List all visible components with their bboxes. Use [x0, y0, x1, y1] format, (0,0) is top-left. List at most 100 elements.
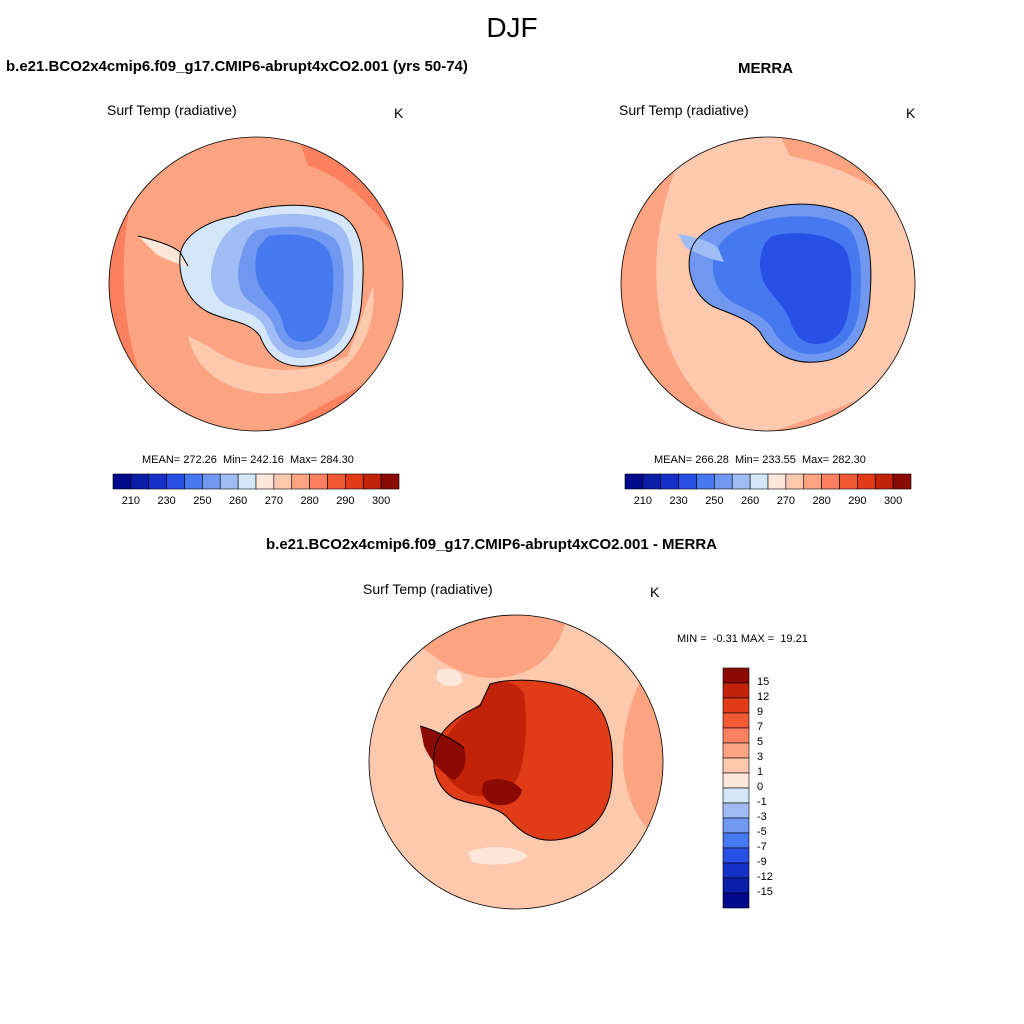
left-colorbar-svg — [112, 473, 400, 490]
left-colorbar-tick-label: 260 — [228, 495, 248, 507]
right-colorbar-swatch — [714, 473, 733, 490]
left-colorbar-swatch — [362, 473, 382, 490]
diff-map-border — [368, 614, 664, 910]
diff-colorbar-swatch — [722, 712, 750, 729]
left-stats: MEAN= 272.26 Min= 242.16 Max= 284.30 — [142, 454, 354, 466]
left-colorbar-tick-label: 300 — [371, 495, 391, 507]
right-map-ice-deeper — [760, 233, 852, 344]
right-colorbar-tick-label: 230 — [669, 495, 688, 507]
diff-map-coastline — [433, 679, 614, 841]
diff-colorbar-swatch — [722, 727, 750, 744]
right-stats: MEAN= 266.28 Min= 233.55 Max= 282.30 — [654, 454, 866, 466]
diff-colorbar-swatch — [722, 682, 750, 699]
right-colorbar — [624, 473, 912, 490]
main-title: DJF — [486, 12, 538, 43]
right-colorbar-swatch — [874, 473, 894, 490]
diff-colorbar-tick-label: -5 — [757, 826, 767, 838]
left-colorbar-tick-label: 280 — [300, 495, 319, 507]
left-colorbar-tick-label: 290 — [336, 495, 355, 507]
right-colorbar-swatch — [767, 473, 787, 490]
diff-colorbar-tick-label: -9 — [757, 856, 767, 868]
left-map-ocean-light-ring — [188, 286, 374, 394]
left-map-border — [108, 136, 404, 432]
left-colorbar-swatch — [345, 473, 364, 490]
left-colorbar-swatch — [291, 473, 310, 490]
right-colorbar-tick-label: 260 — [740, 495, 760, 507]
diff-colorbar-swatch — [722, 757, 750, 774]
diff-colorbar-swatch — [722, 892, 750, 909]
diff-panel-title: b.e21.BCO2x4cmip6.f09_g17.CMIP6-abrupt4x… — [266, 536, 717, 553]
diff-colorbar-tick-label: -1 — [757, 796, 767, 808]
diff-colorbar-ticks: 15 12 9 7 5 3 1 0 -1 -3 -5 -7 -9 -12 -15 — [757, 668, 797, 908]
left-colorbar-swatch — [380, 473, 400, 490]
right-colorbar-swatch — [642, 473, 662, 490]
left-map-ice-deep — [255, 234, 334, 342]
diff-map-peninsula-coast — [419, 725, 465, 749]
diff-map-pale-patch-2 — [436, 668, 463, 687]
left-map-coastline — [179, 204, 364, 367]
right-colorbar-tick-label: 210 — [633, 495, 653, 507]
diff-colorbar-tick-label: -12 — [757, 871, 773, 883]
diff-colorbar-swatch — [722, 877, 750, 894]
left-colorbar-swatch — [219, 473, 239, 490]
right-map-ocean-mid-west — [621, 137, 740, 431]
right-map-coastline — [688, 203, 872, 363]
diff-polar-map — [368, 614, 664, 910]
diff-colorbar-tick-label: 0 — [757, 781, 764, 793]
left-map-peninsula-coast — [137, 235, 189, 267]
left-colorbar-swatch — [130, 473, 150, 490]
right-colorbar-swatch — [731, 473, 751, 490]
right-colorbar-tick-label: 270 — [776, 495, 796, 507]
right-colorbar-swatch — [892, 473, 912, 490]
right-colorbar-swatch — [785, 473, 805, 490]
right-colorbar-tick-label: 300 — [883, 495, 903, 507]
diff-colorbar-swatch — [722, 772, 750, 789]
left-colorbar-ticks: 210 230 250 260 270 280 290 300 — [113, 495, 399, 509]
right-colorbar-swatch — [624, 473, 644, 490]
right-colorbar-svg — [624, 473, 912, 490]
right-polar-map — [620, 136, 916, 432]
diff-colorbar-swatch — [722, 667, 750, 684]
diff-map-hot-ross — [482, 779, 522, 806]
left-colorbar — [112, 473, 400, 490]
left-colorbar-swatch — [166, 473, 185, 490]
diff-colorbar — [722, 667, 750, 909]
left-colorbar-tick-label: 230 — [157, 495, 176, 507]
right-colorbar-swatch — [839, 473, 858, 490]
diff-colorbar-tick-label: 12 — [757, 691, 770, 703]
left-colorbar-swatch — [202, 473, 221, 490]
left-colorbar-swatch — [255, 473, 275, 490]
left-colorbar-swatch — [273, 473, 293, 490]
diff-colorbar-swatch — [722, 847, 750, 864]
right-colorbar-swatch — [696, 473, 715, 490]
diff-colorbar-svg — [722, 667, 750, 909]
diff-colorbar-tick-label: 15 — [757, 676, 770, 688]
left-map-peninsula — [138, 236, 188, 266]
left-colorbar-swatch — [327, 473, 346, 490]
diff-colorbar-tick-label: -15 — [757, 886, 773, 898]
right-colorbar-swatch — [678, 473, 697, 490]
right-colorbar-ticks: 210 230 250 260 270 280 290 300 — [625, 495, 911, 509]
diff-colorbar-tick-label: 5 — [757, 736, 764, 748]
left-panel-title: b.e21.BCO2x4cmip6.f09_g17.CMIP6-abrupt4x… — [6, 58, 468, 75]
left-units-label: K — [394, 105, 404, 121]
diff-colorbar-swatch — [722, 787, 750, 804]
right-colorbar-swatch — [857, 473, 876, 490]
diff-colorbar-swatch — [722, 697, 750, 714]
left-colorbar-swatch — [237, 473, 257, 490]
right-map-peninsula — [678, 234, 724, 262]
diff-colorbar-swatch — [722, 742, 750, 759]
diff-colorbar-swatch — [722, 802, 750, 819]
left-polar-map — [108, 136, 404, 432]
diff-units-label: K — [650, 584, 660, 600]
left-colorbar-swatch — [309, 473, 328, 490]
diff-map-pale-patch-1 — [468, 847, 528, 865]
diff-colorbar-swatch — [722, 817, 750, 834]
diff-colorbar-tick-label: 7 — [757, 721, 764, 733]
diff-stats: MIN = -0.31 MAX = 19.21 — [677, 633, 808, 645]
diff-colorbar-tick-label: 3 — [757, 751, 764, 763]
left-colorbar-swatch — [184, 473, 203, 490]
right-colorbar-swatch — [749, 473, 769, 490]
right-units-label: K — [906, 105, 916, 121]
right-colorbar-tick-label: 290 — [848, 495, 867, 507]
